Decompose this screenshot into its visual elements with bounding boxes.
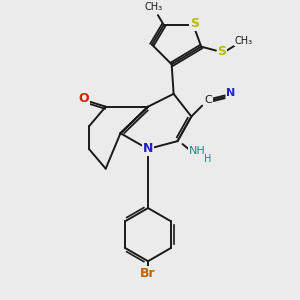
Text: N: N — [143, 142, 153, 155]
Text: H: H — [204, 154, 212, 164]
Text: C: C — [204, 95, 212, 105]
Text: CH₃: CH₃ — [145, 2, 163, 12]
Text: Br: Br — [140, 266, 156, 280]
Text: CH₃: CH₃ — [234, 36, 253, 46]
Text: S: S — [218, 45, 226, 58]
Text: N: N — [226, 88, 235, 98]
Text: O: O — [79, 92, 89, 105]
Text: NH: NH — [189, 146, 206, 156]
Text: S: S — [190, 17, 199, 31]
